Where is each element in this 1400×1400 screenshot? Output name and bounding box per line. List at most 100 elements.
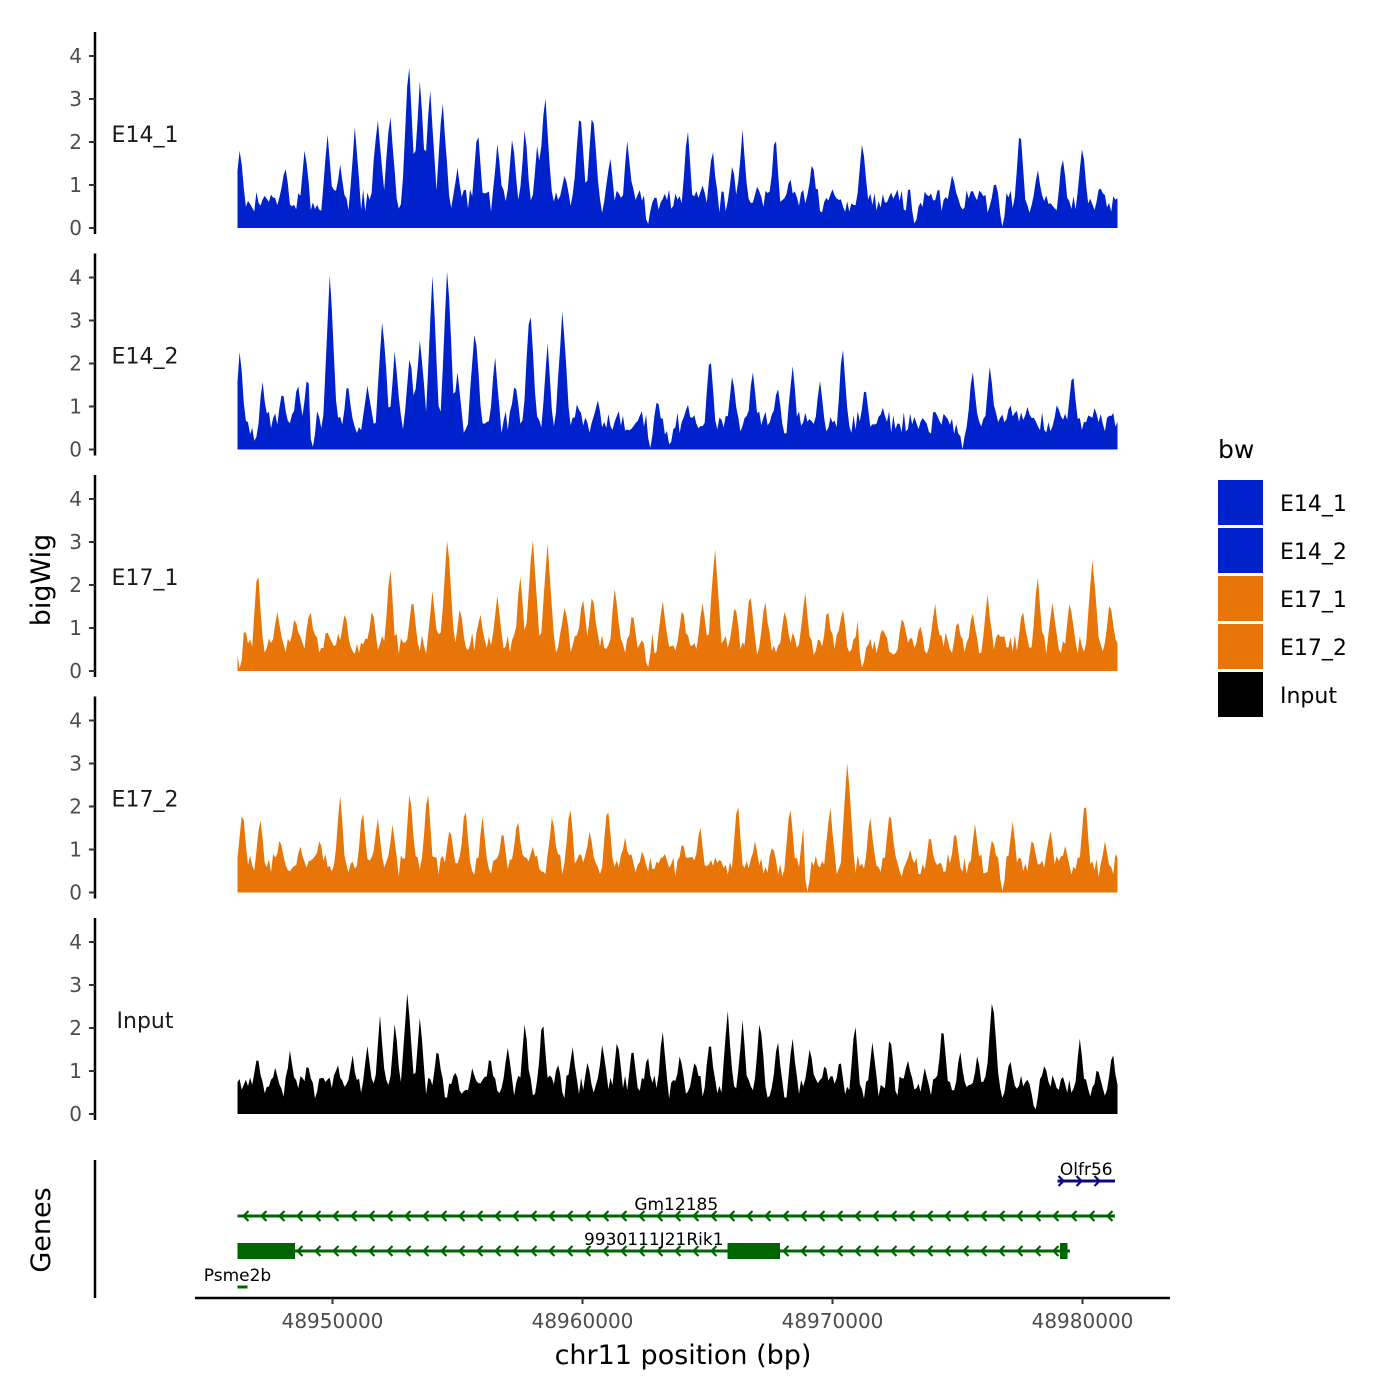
- track-label: Input: [117, 1009, 174, 1034]
- gene-label: Psme2b: [204, 1266, 271, 1286]
- strand-arrow: [439, 1210, 448, 1222]
- strand-arrow: [529, 1245, 538, 1257]
- x-tick-label: 48980000: [1032, 1309, 1134, 1333]
- legend-swatch-E17_1: [1218, 576, 1263, 621]
- strand-arrow: [673, 1210, 682, 1222]
- track-panel-Input: 0 1 2 3 4 Input: [69, 918, 1118, 1126]
- strand-arrow: [511, 1245, 520, 1257]
- x-axis-title: chr11 position (bp): [555, 1340, 812, 1371]
- y-tick-label: 4: [69, 44, 82, 68]
- legend-title: bw: [1218, 435, 1254, 464]
- y-tick-label: 0: [69, 1102, 82, 1126]
- strand-arrow: [781, 1210, 790, 1222]
- track-label: E14_2: [112, 345, 179, 370]
- strand-arrow: [349, 1245, 358, 1257]
- legend-label-E14_1: E14_1: [1280, 492, 1347, 517]
- y-tick-label: 0: [69, 659, 82, 683]
- y-tick-label: 0: [69, 216, 82, 240]
- strand-arrow: [565, 1210, 574, 1222]
- strand-arrow: [331, 1210, 340, 1222]
- strand-arrow: [817, 1210, 826, 1222]
- strand-arrow: [493, 1210, 502, 1222]
- strand-arrow: [925, 1245, 934, 1257]
- track-panel-E17_1: 0 1 2 3 4 E17_1: [69, 475, 1118, 683]
- strand-arrow: [529, 1210, 538, 1222]
- strand-arrow: [961, 1210, 970, 1222]
- legend-label-E17_1: E17_1: [1280, 588, 1347, 613]
- strand-arrow: [709, 1210, 718, 1222]
- track-panel-E14_2: 0 1 2 3 4 E14_2: [69, 253, 1118, 462]
- strand-arrow: [475, 1210, 484, 1222]
- strand-arrow: [655, 1210, 664, 1222]
- strand-arrow: [583, 1245, 592, 1257]
- strand-arrow: [403, 1210, 412, 1222]
- strand-arrow: [547, 1245, 556, 1257]
- y-axis-title: bigWig: [26, 534, 57, 627]
- gene-label: 9930111J21Rik1: [584, 1230, 724, 1250]
- strand-arrow: [889, 1210, 898, 1222]
- strand-arrow: [367, 1210, 376, 1222]
- strand-arrow: [241, 1210, 250, 1222]
- strand-arrow: [961, 1245, 970, 1257]
- strand-arrow: [871, 1210, 880, 1222]
- strand-arrow: [565, 1245, 574, 1257]
- strand-arrow: [691, 1245, 700, 1257]
- strand-arrow: [385, 1245, 394, 1257]
- y-tick-label: 1: [69, 395, 82, 419]
- strand-arrow: [943, 1245, 952, 1257]
- strand-arrow: [619, 1245, 628, 1257]
- strand-arrow: [637, 1210, 646, 1222]
- strand-arrow: [781, 1245, 790, 1257]
- gene-label: Gm12185: [634, 1195, 718, 1215]
- strand-arrow: [1015, 1210, 1024, 1222]
- strand-arrow: [313, 1210, 322, 1222]
- strand-arrow: [1057, 1175, 1066, 1187]
- strand-arrow: [493, 1245, 502, 1257]
- strand-arrow: [979, 1245, 988, 1257]
- y-tick-label: 3: [69, 752, 82, 776]
- y-tick-label: 2: [69, 352, 82, 376]
- y-tick-label: 4: [69, 266, 82, 290]
- strand-arrow: [835, 1245, 844, 1257]
- strand-arrow: [1093, 1175, 1102, 1187]
- track-label: E17_1: [112, 566, 179, 591]
- legend-swatch-E14_1: [1218, 480, 1263, 525]
- x-axis: 48950000 48960000 48970000 48980000: [195, 1296, 1170, 1333]
- strand-arrow: [601, 1210, 610, 1222]
- strand-arrow: [655, 1245, 664, 1257]
- strand-arrow: [385, 1210, 394, 1222]
- exon: [1060, 1243, 1068, 1259]
- strand-arrow: [313, 1245, 322, 1257]
- strand-arrow: [457, 1245, 466, 1257]
- strand-arrow: [601, 1245, 610, 1257]
- strand-arrow: [277, 1210, 286, 1222]
- coverage-area-E14_1: [237, 67, 1118, 228]
- y-tick-label: 4: [69, 930, 82, 954]
- coverage-area-Input: [237, 993, 1118, 1114]
- y-tick-label: 1: [69, 616, 82, 640]
- y-tick-label: 1: [69, 173, 82, 197]
- strand-arrow: [619, 1210, 628, 1222]
- strand-arrow: [1015, 1245, 1024, 1257]
- strand-arrow: [457, 1210, 466, 1222]
- strand-arrow: [799, 1245, 808, 1257]
- strand-arrow: [1069, 1210, 1078, 1222]
- strand-arrow: [367, 1245, 376, 1257]
- y-tick-label: 0: [69, 438, 82, 462]
- x-tick-label: 48950000: [282, 1309, 384, 1333]
- coverage-area-E17_2: [237, 763, 1118, 893]
- y-tick-label: 2: [69, 573, 82, 597]
- strand-arrow: [727, 1210, 736, 1222]
- strand-arrow: [691, 1210, 700, 1222]
- strand-arrow: [1051, 1210, 1060, 1222]
- y-tick-label: 2: [69, 1016, 82, 1040]
- strand-arrow: [583, 1210, 592, 1222]
- strand-arrow: [817, 1245, 826, 1257]
- strand-arrow: [943, 1210, 952, 1222]
- x-tick-label: 48960000: [532, 1309, 634, 1333]
- x-tick-label: 48970000: [782, 1309, 884, 1333]
- strand-arrow: [853, 1245, 862, 1257]
- track-panel-E14_1: 0 1 2 3 4 E14_1: [69, 32, 1118, 240]
- strand-arrow: [745, 1210, 754, 1222]
